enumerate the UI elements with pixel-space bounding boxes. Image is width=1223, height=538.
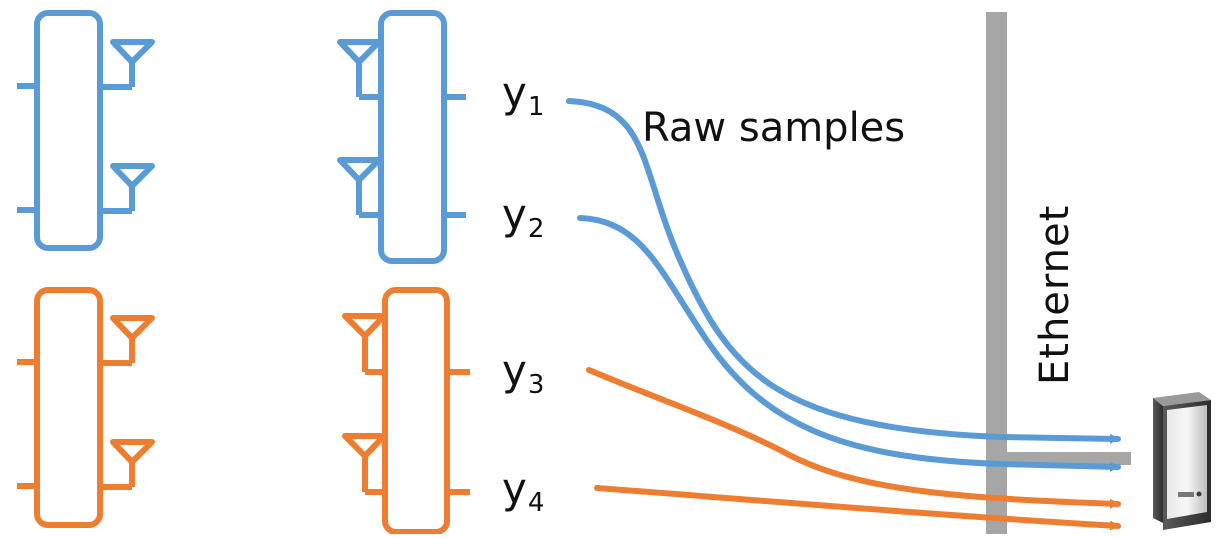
orange-radio-left	[17, 287, 155, 528]
orange-radio-right	[342, 287, 470, 535]
signal-label-y3: y3	[502, 346, 545, 400]
signal-label-y2: y2	[502, 190, 545, 244]
ethernet-branch	[1007, 452, 1131, 465]
stream-y3	[586, 367, 1121, 509]
ethernet-bus	[986, 12, 1007, 534]
antenna-icon	[100, 439, 155, 490]
antenna-icon	[342, 433, 387, 495]
raw-samples-label: Raw samples	[642, 105, 906, 151]
antenna-icon	[337, 39, 382, 100]
stream-y2	[577, 215, 1121, 472]
antenna-icon	[100, 39, 155, 90]
stream-y1	[566, 98, 1121, 444]
stream-y4	[594, 485, 1121, 531]
blue-radio-left	[17, 10, 155, 251]
blue-radio-right	[337, 10, 466, 264]
server-icon	[1153, 392, 1211, 530]
ethernet-label: Ethernet	[1032, 204, 1078, 385]
antenna-icon	[337, 157, 382, 218]
antenna-icon	[100, 163, 155, 214]
antenna-icon	[342, 313, 387, 375]
antenna-icon	[100, 315, 155, 366]
signal-label-y4: y4	[502, 464, 545, 518]
signal-label-y1: y1	[502, 68, 545, 122]
